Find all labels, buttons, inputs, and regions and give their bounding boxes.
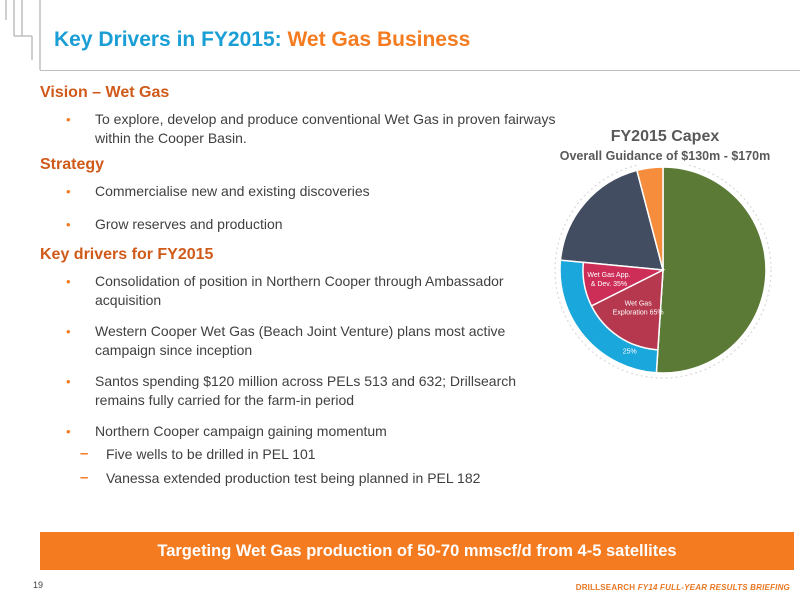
bullet-text: Commercialise new and existing discoveri… xyxy=(95,183,370,199)
driver-bullet: • Northern Cooper campaign gaining momen… xyxy=(40,422,560,441)
pie-data-label: Exploration 65% xyxy=(613,310,664,317)
capex-pie-chart: 25% Wet Gas App. & Dev. 35% Wet Gas Explorat… xyxy=(554,165,772,379)
pie-data-label: & Dev. 35% xyxy=(591,281,627,288)
title-divider xyxy=(40,70,800,71)
bullet-text: Western Cooper Wet Gas (Beach Joint Vent… xyxy=(95,323,506,358)
strategy-heading: Strategy xyxy=(40,156,105,173)
bullet-text: Consolidation of position in Northern Co… xyxy=(95,273,504,308)
target-banner: Targeting Wet Gas production of 50-70 mm… xyxy=(40,532,794,570)
bullet-text: To explore, develop and produce conventi… xyxy=(95,111,556,146)
bullet-dot-icon: • xyxy=(66,324,71,339)
sub-bullet-text: Five wells to be drilled in PEL 101 xyxy=(106,446,316,462)
dash-icon: – xyxy=(80,469,89,486)
corner-decoration xyxy=(5,0,41,70)
slide-title: Key Drivers in FY2015: Wet Gas Business xyxy=(54,28,470,52)
pie-sub-slice xyxy=(582,261,666,307)
bullet-dot-icon: • xyxy=(66,424,71,439)
vision-heading: Vision – Wet Gas xyxy=(40,84,170,101)
pie-slice xyxy=(655,166,767,374)
pie-outer-ring xyxy=(554,165,772,379)
pie-data-label: 25% xyxy=(623,349,637,356)
sub-bullet-text: Vanessa extended production test being p… xyxy=(106,470,481,486)
driver-sub-bullet: – Five wells to be drilled in PEL 101 xyxy=(40,445,560,464)
bullet-dot-icon: • xyxy=(66,274,71,289)
pie-slice xyxy=(635,166,664,271)
footer-branding: DRILLSEARCH FY14 FULL-YEAR RESULTS BRIEF… xyxy=(576,583,790,592)
slide-content: Vision – Wet Gas • To explore, develop a… xyxy=(40,84,560,488)
driver-sub-bullet: – Vanessa extended production test being… xyxy=(40,469,560,488)
strategy-bullet: • Commercialise new and existing discove… xyxy=(40,182,560,201)
pie-sub-slice xyxy=(590,268,664,351)
bullet-dot-icon: • xyxy=(66,184,71,199)
page-number: 19 xyxy=(33,580,44,590)
driver-bullet: • Western Cooper Wet Gas (Beach Joint Ve… xyxy=(40,322,565,360)
vision-bullet: • To explore, develop and produce conven… xyxy=(40,110,560,148)
dash-icon: – xyxy=(80,445,89,462)
bullet-dot-icon: • xyxy=(66,217,71,232)
pie-data-label: Wet Gas App. xyxy=(587,272,630,279)
chart-title: FY2015 Capex xyxy=(610,128,720,145)
bullet-text: Santos spending $120 million across PELs… xyxy=(95,373,517,408)
bullet-text: Grow reserves and production xyxy=(95,216,283,232)
title-main: Key Drivers in FY2015: xyxy=(54,28,282,51)
footer-text: FY14 FULL-YEAR RESULTS BRIEFING xyxy=(637,583,790,592)
footer-brand: DRILLSEARCH xyxy=(575,583,636,592)
bullet-dot-icon: • xyxy=(66,112,71,127)
driver-bullet: • Santos spending $120 million across PE… xyxy=(40,372,535,410)
title-accent: Wet Gas Business xyxy=(287,28,471,51)
pie-data-label: Wet Gas xyxy=(625,301,653,308)
driver-bullet: • Consolidation of position in Northern … xyxy=(40,272,565,310)
pie-slice xyxy=(559,169,664,271)
chart-subtitle: Overall Guidance of $130m - $170m xyxy=(559,149,771,163)
strategy-bullet: • Grow reserves and production xyxy=(40,215,560,234)
bullet-text: Northern Cooper campaign gaining momentu… xyxy=(95,423,387,439)
drivers-heading: Key drivers for FY2015 xyxy=(40,246,214,263)
bullet-dot-icon: • xyxy=(66,374,71,389)
